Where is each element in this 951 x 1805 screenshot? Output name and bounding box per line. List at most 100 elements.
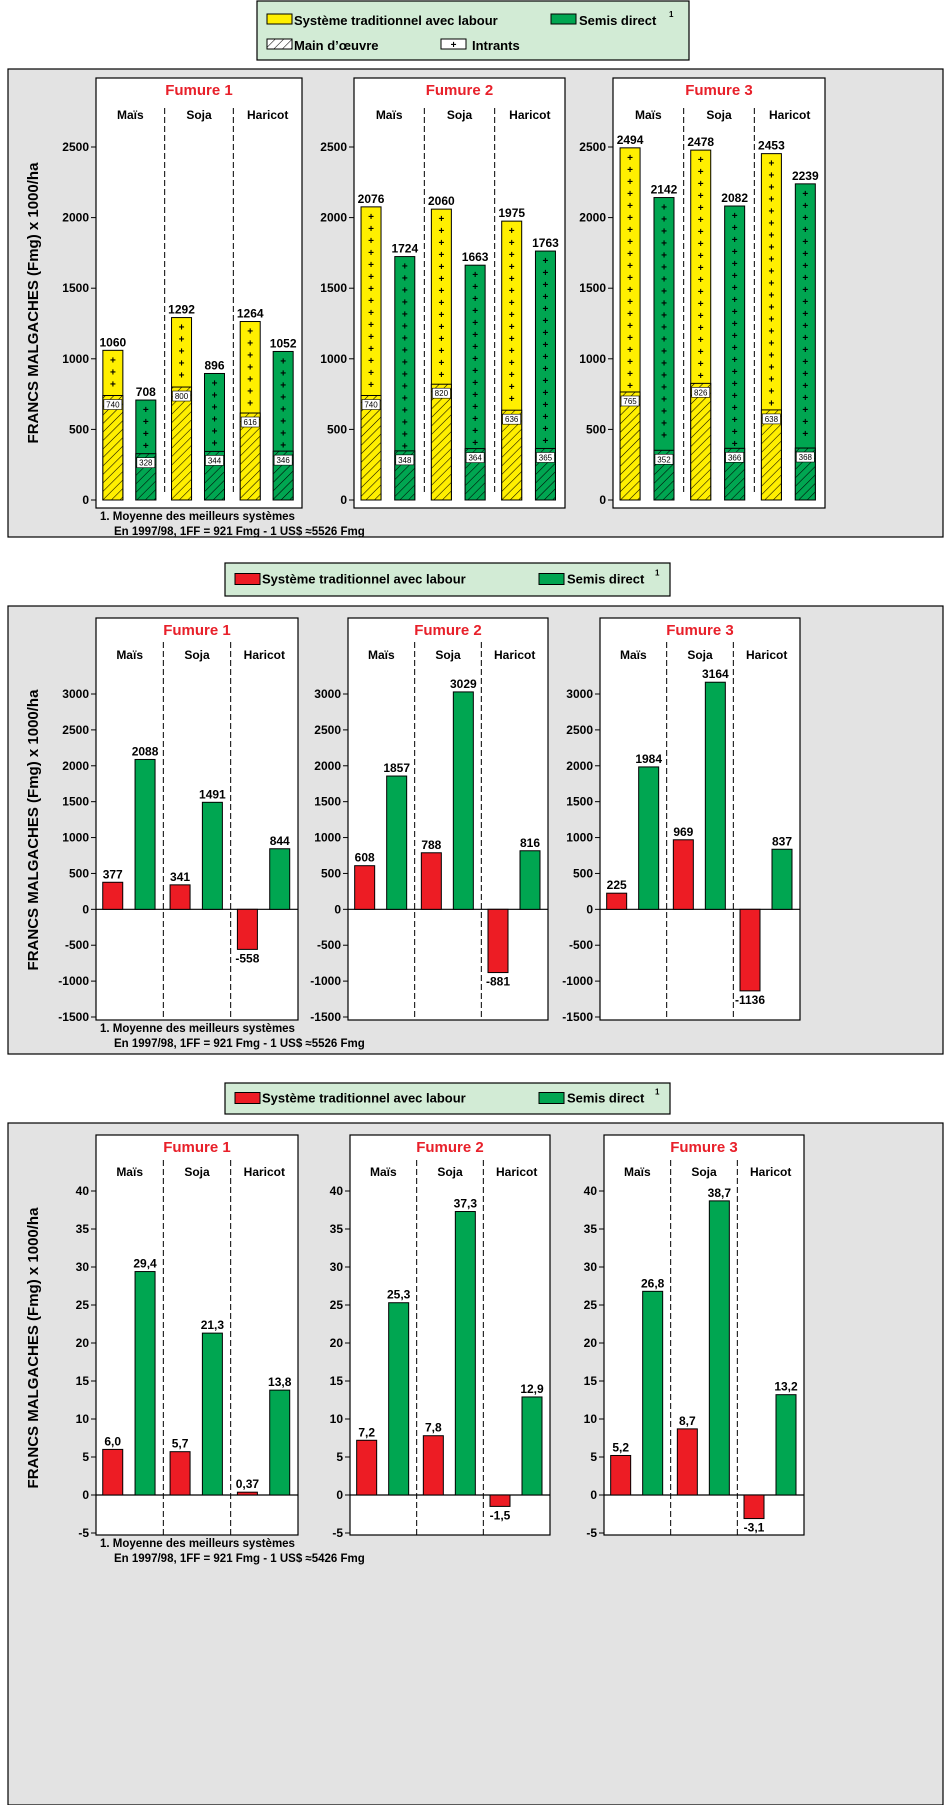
- y-tick-label: -1500: [310, 1010, 341, 1024]
- y-tick-label: 1500: [579, 281, 606, 295]
- plus-icon: +: [368, 380, 374, 391]
- plus-icon: +: [732, 415, 738, 426]
- bar-value-label: 1857: [383, 761, 410, 775]
- bar-mark: [676, 1428, 698, 1496]
- bar-labour-segment: [501, 409, 523, 501]
- y-tick-label: 20: [330, 1336, 344, 1350]
- labour-value-box: [136, 457, 156, 468]
- bar-traditional: 8,7: [676, 1414, 698, 1496]
- plus-icon: +: [661, 203, 667, 214]
- plus-icon: +: [661, 323, 667, 334]
- plus-icon: +: [472, 330, 478, 341]
- y-tick-label: 2000: [320, 211, 347, 225]
- crop-label: Soja: [706, 108, 732, 122]
- bar-value-label: 969: [673, 825, 693, 839]
- plus-icon: +: [698, 215, 704, 226]
- plus-icon: +: [212, 390, 218, 401]
- bar-value-label: 896: [204, 358, 224, 372]
- footnote-1: 1. Moyenne des meilleurs systèmes: [100, 1023, 295, 1035]
- plus-icon: +: [402, 406, 408, 417]
- legend-label-direct: Semis direct: [567, 572, 645, 587]
- plot-frame: [95, 77, 303, 509]
- y-tick-label: -1000: [58, 974, 89, 988]
- plus-icon: +: [732, 211, 738, 222]
- bar-direct: 38,7: [708, 1186, 731, 1496]
- plus-icon: +: [802, 333, 808, 344]
- plus-icon: +: [543, 364, 549, 375]
- plus-icon: +: [698, 311, 704, 322]
- plus-icon: +: [438, 238, 444, 249]
- plus-icon: +: [768, 315, 774, 326]
- bar-traditional: -3,1: [743, 1494, 765, 1535]
- plus-icon: +: [179, 347, 185, 358]
- plus-icon: +: [472, 390, 478, 401]
- labour-value-label: 346: [276, 456, 290, 465]
- plus-icon: +: [402, 346, 408, 357]
- y-tick-label: 30: [76, 1260, 90, 1274]
- bar-direct: 2088: [132, 744, 159, 910]
- plus-icon: +: [627, 153, 633, 164]
- y-tick-label: 40: [76, 1184, 90, 1198]
- plus-icon: +: [543, 256, 549, 267]
- plus-icon: +: [543, 340, 549, 351]
- plus-icon: +: [698, 347, 704, 358]
- plus-icon: +: [368, 224, 374, 235]
- plus-icon: +: [732, 439, 738, 450]
- y-axis-title: FRANCS MALGACHES (Fmg) x 1000/ha: [25, 689, 42, 971]
- plus-icon: +: [732, 379, 738, 390]
- y-tick-label: -1500: [562, 1010, 593, 1024]
- bar-traditional: 7,8: [422, 1421, 444, 1496]
- bar-value-label: 13,8: [268, 1375, 292, 1389]
- y-tick-label: 1000: [579, 352, 606, 366]
- plus-icon: +: [732, 223, 738, 234]
- plus-icon: +: [768, 339, 774, 350]
- bar-traditional: 788: [420, 838, 442, 910]
- plus-icon: +: [143, 441, 149, 452]
- plus-icon: +: [280, 392, 286, 403]
- plus-icon: +: [802, 285, 808, 296]
- plus-icon: +: [438, 262, 444, 273]
- legend-label-direct: Semis direct: [567, 1091, 645, 1106]
- legend-swatch-direct: [538, 573, 565, 585]
- plus-icon: +: [802, 249, 808, 260]
- plus-icon: +: [368, 320, 374, 331]
- plus-icon: +: [768, 219, 774, 230]
- subchart-title: Fumure 1: [163, 1139, 231, 1156]
- plus-icon: +: [509, 322, 515, 333]
- plus-icon: +: [768, 303, 774, 314]
- labour-value-label: 616: [244, 418, 258, 427]
- plus-icon: +: [802, 309, 808, 320]
- plus-icon: +: [768, 279, 774, 290]
- legend-chart-3: Système traditionnel avec labour Semis di…: [224, 1082, 671, 1115]
- bar-mark: [201, 1332, 223, 1496]
- plus-icon: +: [438, 298, 444, 309]
- labour-value-label: 368: [799, 453, 813, 462]
- plus-icon: +: [179, 335, 185, 346]
- y-tick-label: 500: [69, 866, 89, 880]
- crop-label: Soja: [186, 108, 212, 122]
- bar-mark: [454, 1211, 476, 1496]
- plus-icon: +: [768, 327, 774, 338]
- bar-direct: 3029: [450, 677, 477, 910]
- plus-icon: +: [280, 404, 286, 415]
- plus-icon: +: [732, 331, 738, 342]
- plus-icon: +: [627, 237, 633, 248]
- legend-label-direct: Semis direct: [579, 13, 657, 28]
- plus-icon: +: [509, 226, 515, 237]
- bar-value-label: 13,2: [774, 1380, 798, 1394]
- bar-labour-segment: [102, 395, 124, 501]
- plus-icon: +: [247, 375, 253, 386]
- labour-value-label: 365: [539, 453, 553, 462]
- y-tick-label: 0: [82, 493, 89, 507]
- subchart-fumure-3: Fumure 3 Maïs Soja Haricot -5 0 5 10 15 20 25 30 35 4…: [584, 1134, 805, 1540]
- plus-icon: +: [280, 416, 286, 427]
- plus-icon: +: [732, 283, 738, 294]
- bar-traditional: 6,0: [102, 1434, 124, 1496]
- y-tick-label: 1500: [62, 281, 89, 295]
